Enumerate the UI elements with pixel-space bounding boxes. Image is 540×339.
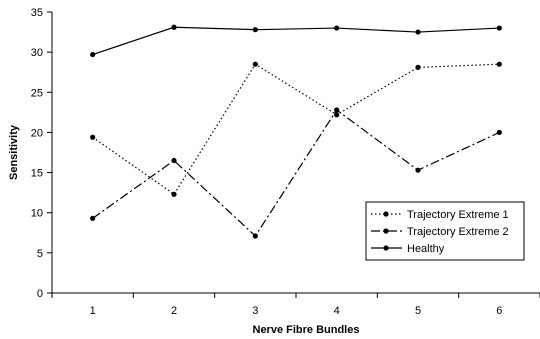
legend-marker: [383, 211, 389, 217]
series-healthy: [90, 24, 502, 58]
y-tick-label: 35: [31, 7, 43, 19]
y-tick-label: 15: [31, 168, 43, 180]
legend-label: Trajectory Extreme 1: [407, 209, 509, 221]
y-axis-ticks: 0 5 10 15 20 25 30 35: [31, 7, 52, 300]
y-axis-title: Sensitivity: [8, 124, 20, 180]
data-point: [415, 29, 421, 35]
data-point: [334, 107, 340, 113]
series-line: [92, 63, 500, 196]
series-trajectory-extreme-2: [90, 107, 502, 239]
legend-label: Healthy: [407, 243, 445, 255]
data-point: [90, 215, 96, 221]
x-axis-title: Nerve Fibre Bundles: [253, 324, 360, 336]
data-point: [171, 157, 177, 164]
data-point: [90, 134, 96, 140]
x-tick-label: 6: [496, 305, 502, 317]
x-tick-label: 1: [90, 305, 96, 317]
x-tick-label: 5: [415, 305, 421, 317]
series-layer: [90, 24, 502, 239]
data-point: [252, 61, 258, 67]
data-point: [496, 129, 502, 136]
data-point: [252, 233, 258, 239]
x-tick-label: 3: [252, 305, 258, 317]
data-point: [90, 51, 96, 58]
series-line: [92, 109, 500, 237]
data-point: [415, 167, 421, 173]
data-point: [334, 25, 340, 31]
x-tick-label: 2: [171, 305, 177, 317]
y-tick-label: 10: [31, 208, 43, 220]
y-tick-label: 30: [31, 47, 43, 59]
legend-label: Trajectory Extreme 2: [407, 226, 509, 238]
series-trajectory-extreme-1: [90, 61, 502, 197]
y-tick-label: 25: [31, 87, 43, 99]
x-tick-label: 4: [334, 305, 340, 317]
data-point: [334, 112, 340, 118]
y-tick-label: 0: [37, 288, 43, 300]
y-tick-label: 5: [37, 248, 43, 260]
x-axis-ticks: 1 2 3 4 5 6: [51, 293, 540, 317]
data-point: [171, 24, 177, 30]
data-point: [496, 61, 502, 67]
data-point: [415, 64, 421, 70]
data-point: [496, 25, 502, 31]
legend: Trajectory Extreme 1 Trajectory Extreme 2…: [365, 201, 525, 261]
data-point: [171, 191, 177, 197]
series-line: [92, 26, 500, 56]
y-tick-label: 20: [31, 127, 43, 139]
legend-marker: [383, 245, 389, 251]
legend-marker: [383, 228, 389, 234]
data-point: [252, 27, 258, 33]
